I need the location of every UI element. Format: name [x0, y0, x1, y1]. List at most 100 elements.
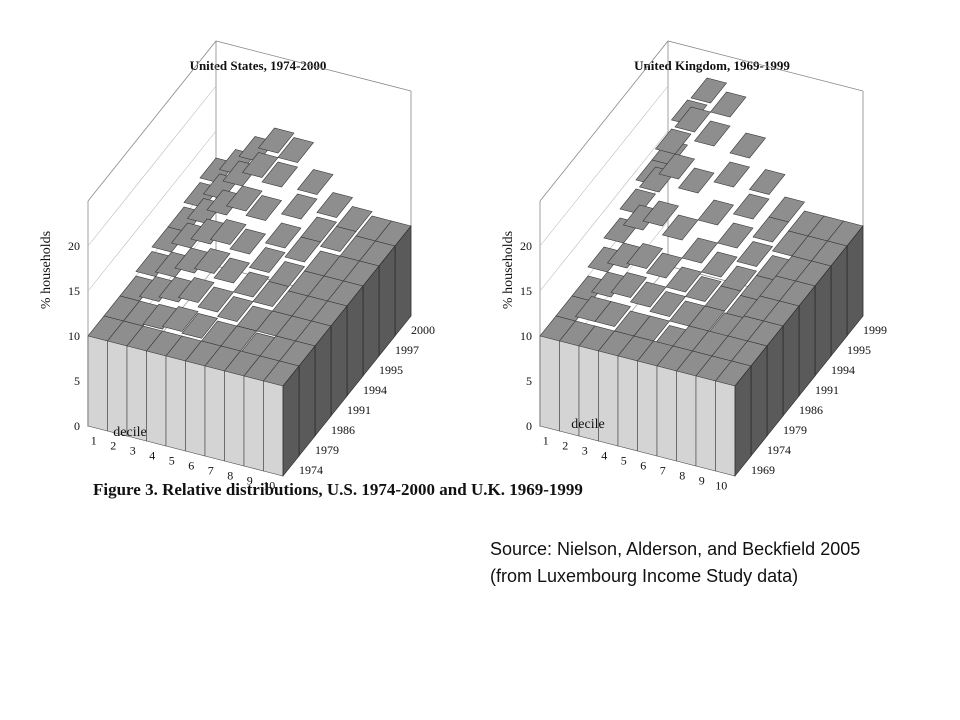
bar-1995-decile-10	[342, 260, 380, 377]
z-tick-label: 5	[74, 374, 80, 388]
decile-tick-label: 9	[247, 474, 253, 488]
year-tick-label: 1994	[363, 383, 387, 397]
bar-1991-decile-6	[700, 251, 738, 278]
bar-1974-decile-10	[730, 340, 768, 457]
bar-1986-decile-3	[626, 243, 664, 269]
bar-1969-decile-7	[656, 345, 694, 462]
bar-1986-decile-4	[177, 277, 215, 303]
bar-1995-decile-7	[284, 236, 322, 263]
bar-1974-decile-3	[126, 325, 164, 442]
bar-1997-decile-4	[241, 152, 279, 178]
bar-1986-decile-6	[216, 296, 254, 322]
bar-1969-decile-1	[539, 315, 577, 432]
bar-1979-decile-4	[629, 281, 667, 308]
bar-1991-decile-3	[642, 200, 680, 227]
bar-1995-decile-3	[674, 106, 712, 133]
bar-1974-decile-1	[87, 315, 125, 432]
bar-2000-decile-5	[277, 137, 315, 163]
bar-1986-decile-5	[197, 286, 235, 313]
z-tick-label: 0	[526, 419, 532, 433]
bar-1969-decile-8	[675, 350, 713, 467]
bar-2000-decile-4	[257, 127, 295, 154]
year-tick-label: 1997	[395, 343, 419, 357]
bar-2000-decile-7	[316, 192, 354, 218]
decile-tick-label: 5	[621, 454, 627, 468]
decile-tick-label: 9	[699, 474, 705, 488]
year-tick-label: 1995	[379, 363, 403, 377]
year-tick-label: 1974	[767, 443, 791, 457]
figure-caption: Figure 3. Relative distributions, U.S. 1…	[93, 480, 583, 499]
bar-1994-decile-5	[229, 228, 267, 255]
source-line-1: Source: Nielson, Alderson, and Beckfield…	[490, 539, 861, 559]
decile-tick-label: 8	[227, 469, 233, 483]
bar-1974-decile-4	[145, 330, 183, 447]
decile-tick-label: 3	[130, 444, 136, 458]
z-tick-label: 20	[68, 239, 80, 253]
bar-1979-decile-10	[278, 340, 316, 457]
bar-1994-decile-1	[619, 188, 657, 215]
decile-tick-label: 6	[188, 459, 194, 473]
bar-1995-decile-5	[245, 195, 283, 221]
bar-1974-decile-3	[594, 301, 632, 327]
decile-tick-label: 5	[169, 454, 175, 468]
bar-1994-decile-6	[248, 247, 286, 273]
bar-1997-decile-6	[280, 193, 318, 220]
bar-1995-decile-4	[693, 120, 731, 147]
decile-tick-label: 4	[601, 449, 607, 463]
z-tick-label: 10	[520, 329, 532, 343]
bar-2000-decile-6	[296, 169, 334, 195]
year-tick-label: 1986	[331, 423, 355, 437]
decile-tick-label: 4	[149, 449, 155, 463]
bar-1979-decile-4	[161, 306, 199, 332]
bar-1995-decile-7	[752, 216, 790, 243]
decile-tick-label: 1	[91, 434, 97, 448]
bar-1986-decile-6	[684, 276, 722, 302]
decile-tick-label: 6	[640, 459, 646, 473]
bar-1991-decile-5	[681, 237, 719, 264]
bar-1979-decile-3	[610, 272, 648, 298]
year-tick-label: 1979	[783, 423, 807, 437]
year-tick-label: 1999	[863, 323, 887, 337]
z-tick-label: 20	[520, 239, 532, 253]
bar-1969-decile-6	[636, 340, 674, 457]
bar-1995-decile-10	[810, 240, 848, 357]
bar-1991-decile-10	[778, 280, 816, 397]
bar-1974-decile-7	[204, 345, 242, 462]
z-tick-label: 15	[68, 284, 80, 298]
bar-1999-decile-4	[709, 91, 747, 118]
bar-1994-decile-4	[677, 167, 715, 194]
z-tick-label: 0	[74, 419, 80, 433]
bar-1969-decile-10	[714, 360, 752, 477]
y-axis-label: % households	[501, 231, 516, 309]
year-tick-label: 1974	[299, 463, 323, 477]
year-tick-label: 1995	[847, 343, 871, 357]
bar-1997-decile-5	[261, 161, 299, 188]
bar-1991-decile-4	[193, 248, 231, 274]
bar-1994-decile-3	[658, 153, 696, 180]
bar-1995-decile-5	[713, 161, 751, 188]
bar-1986-decile-10	[294, 320, 332, 437]
decile-tick-label: 2	[562, 439, 568, 453]
decile-tick-label: 8	[679, 469, 685, 483]
z-tick-label: 5	[526, 374, 532, 388]
bar-1999-decile-6	[748, 169, 786, 195]
bar-1999-decile-5	[729, 132, 767, 159]
bar-1995-decile-2	[654, 128, 692, 155]
bar-1994-decile-6	[716, 222, 754, 249]
bar-1969-decile-9	[695, 355, 733, 472]
x-axis-label: decile	[113, 425, 146, 440]
bar-1994-decile-7	[736, 241, 774, 267]
bar-1999-decile-3	[690, 77, 728, 104]
bar-1991-decile-6	[232, 271, 270, 298]
decile-tick-label: 10	[715, 479, 727, 493]
decile-tick-label: 7	[660, 464, 666, 478]
bar-1994-decile-10	[326, 280, 364, 397]
source-line-2: (from Luxembourg Income Study data)	[490, 566, 799, 586]
decile-tick-label: 3	[582, 444, 588, 458]
source-note: Source: Nielson, Alderson, and Beckfield…	[490, 536, 860, 590]
bar-1986-decile-10	[762, 300, 800, 417]
